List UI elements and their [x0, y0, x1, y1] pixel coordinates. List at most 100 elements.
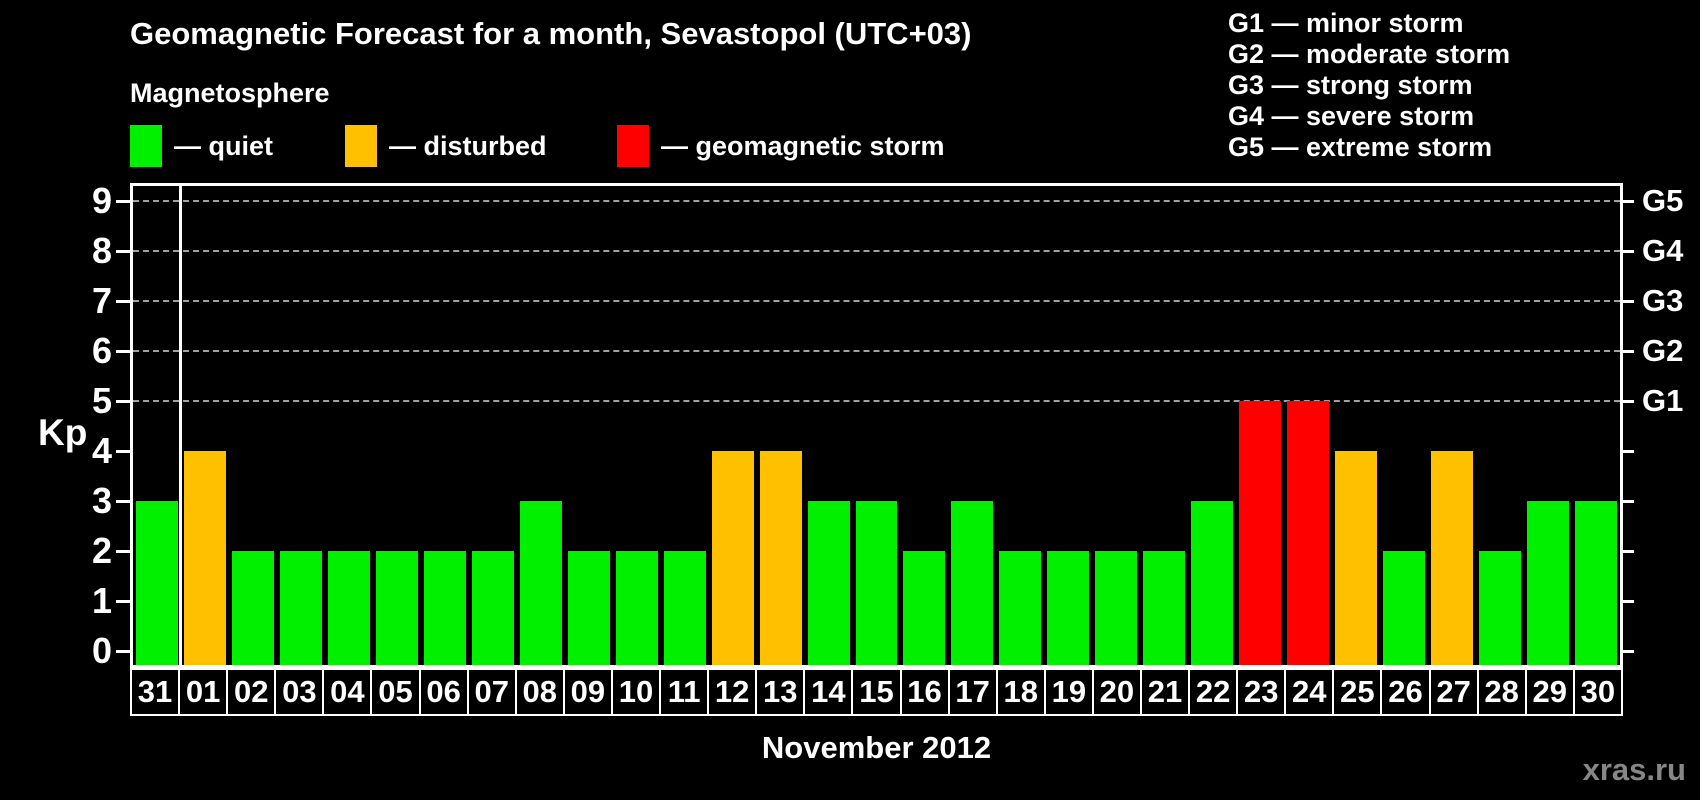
bar-day-13 [759, 451, 802, 665]
bar-day-04 [327, 551, 370, 665]
y-axis-tick-left-1 [116, 599, 130, 603]
y-axis-tick-left-5 [116, 399, 130, 403]
bar-day-14 [807, 501, 850, 665]
y-axis-tick-right-0 [1620, 649, 1634, 653]
watermark: xras.ru [1582, 752, 1686, 787]
legend-swatch-disturbed-icon [345, 125, 377, 167]
chart-title: Geomagnetic Forecast for a month, Sevast… [130, 16, 972, 51]
y-tick-label-0: 0 [91, 630, 112, 671]
day-cell-10: 10 [610, 668, 662, 716]
day-cell-09: 09 [562, 668, 613, 716]
day-cell-18: 18 [995, 668, 1046, 716]
g-legend-line-2: G2 — moderate storm [1228, 39, 1511, 69]
day-cell-26: 26 [1380, 668, 1431, 716]
day-cell-21: 21 [1139, 668, 1191, 716]
day-cell-17: 17 [947, 668, 998, 716]
bar-day-26 [1383, 551, 1426, 665]
y-axis-tick-right-1 [1620, 599, 1634, 603]
day-cell-23: 23 [1236, 668, 1287, 716]
g-scale-legend: G1 — minor storm G2 — moderate storm G3 — … [1228, 8, 1510, 163]
g-level-label-G2: G2 [1642, 333, 1684, 368]
day-cell-08: 08 [514, 668, 565, 716]
legend-item-disturbed: — disturbed [345, 124, 547, 168]
bar-day-29 [1527, 501, 1570, 665]
day-cell-19: 19 [1043, 668, 1094, 716]
day-cell-30: 30 [1572, 668, 1623, 716]
g-legend-line-4: G4 — severe storm [1228, 101, 1475, 131]
gridline-kp-9 [133, 200, 1620, 202]
y-axis-tick-left-2 [116, 549, 130, 553]
g-level-label-G1: G1 [1642, 383, 1684, 418]
bar-day-11 [663, 551, 706, 665]
day-cell-12: 12 [707, 668, 758, 716]
y-axis-tick-right-9 [1620, 199, 1634, 203]
gridline-kp-5 [133, 400, 1620, 402]
y-axis-tick-right-3 [1620, 499, 1634, 503]
plot-inner-area [133, 186, 1620, 665]
legend-label-disturbed: — disturbed [389, 130, 547, 161]
y-axis-tick-left-0 [116, 649, 130, 653]
y-tick-label-5: 5 [91, 380, 112, 421]
plot-area [130, 183, 1623, 668]
g-legend-line-3: G3 — strong storm [1228, 70, 1473, 100]
bar-day-30 [1575, 501, 1617, 665]
bar-day-03 [279, 551, 322, 665]
bar-day-24 [1287, 401, 1330, 665]
g-legend-line-1: G1 — minor storm [1228, 8, 1464, 38]
legend-swatch-storm-icon [617, 125, 649, 167]
y-tick-label-4: 4 [91, 430, 112, 471]
gridline-kp-7 [133, 300, 1620, 302]
y-tick-label-1: 1 [91, 580, 112, 621]
y-tick-label-9: 9 [91, 180, 112, 221]
magnetosphere-label: Magnetosphere [130, 78, 330, 108]
y-tick-label-8: 8 [91, 230, 112, 271]
legend-swatch-quiet-icon [130, 125, 162, 167]
y-axis-tick-left-7 [116, 299, 130, 303]
legend-label-quiet: — quiet [174, 130, 273, 161]
y-axis-tick-right-6 [1620, 349, 1634, 353]
y-axis-tick-right-8 [1620, 249, 1634, 253]
day-cell-15: 15 [851, 668, 902, 716]
bar-day-10 [615, 551, 658, 665]
bar-day-05 [375, 551, 418, 665]
day-cell-02: 02 [226, 668, 277, 716]
bar-day-08 [519, 501, 562, 665]
x-axis-day-labels: 31 01 02 03 04 05 06 07 08 09 10 11 12 13 14 15 16 17 18 19… [130, 668, 1623, 716]
day-cell-11: 11 [659, 668, 710, 716]
day-cell-14: 14 [803, 668, 854, 716]
bar-day-01 [183, 451, 226, 665]
day-cell-29: 29 [1524, 668, 1575, 716]
y-axis-label: Kp [38, 412, 88, 453]
bar-day-19 [1047, 551, 1090, 665]
g-level-label-G4: G4 [1642, 233, 1684, 268]
y-tick-label-6: 6 [91, 330, 112, 371]
day-cell-13: 13 [755, 668, 806, 716]
bar-day-09 [567, 551, 610, 665]
day-cell-07: 07 [466, 668, 517, 716]
day-cell-28: 28 [1476, 668, 1527, 716]
day-cell-20: 20 [1091, 668, 1142, 716]
y-axis-tick-left-6 [116, 349, 130, 353]
bar-day-15 [855, 501, 898, 665]
bar-day-06 [423, 551, 466, 665]
g-level-label-G5: G5 [1642, 183, 1684, 218]
bar-day-25 [1335, 451, 1378, 665]
legend-label-storm: — geomagnetic storm [661, 130, 945, 161]
legend-item-quiet: — quiet [130, 124, 273, 168]
y-axis-tick-right-7 [1620, 299, 1634, 303]
day-cell-01: 01 [178, 668, 229, 716]
bar-day-27 [1431, 451, 1474, 665]
gridline-kp-8 [133, 250, 1620, 252]
day-cell-27: 27 [1428, 668, 1479, 716]
legend-item-storm: — geomagnetic storm [617, 124, 945, 168]
bar-day-18 [999, 551, 1042, 665]
y-tick-label-2: 2 [91, 530, 112, 571]
y-axis-tick-left-9 [116, 199, 130, 203]
x-axis-label: November 2012 [761, 730, 992, 765]
day-cell-03: 03 [274, 668, 325, 716]
day-cell-06: 06 [418, 668, 469, 716]
y-axis-tick-right-2 [1620, 549, 1634, 553]
bar-day-20 [1095, 551, 1138, 665]
bar-day-07 [471, 551, 514, 665]
